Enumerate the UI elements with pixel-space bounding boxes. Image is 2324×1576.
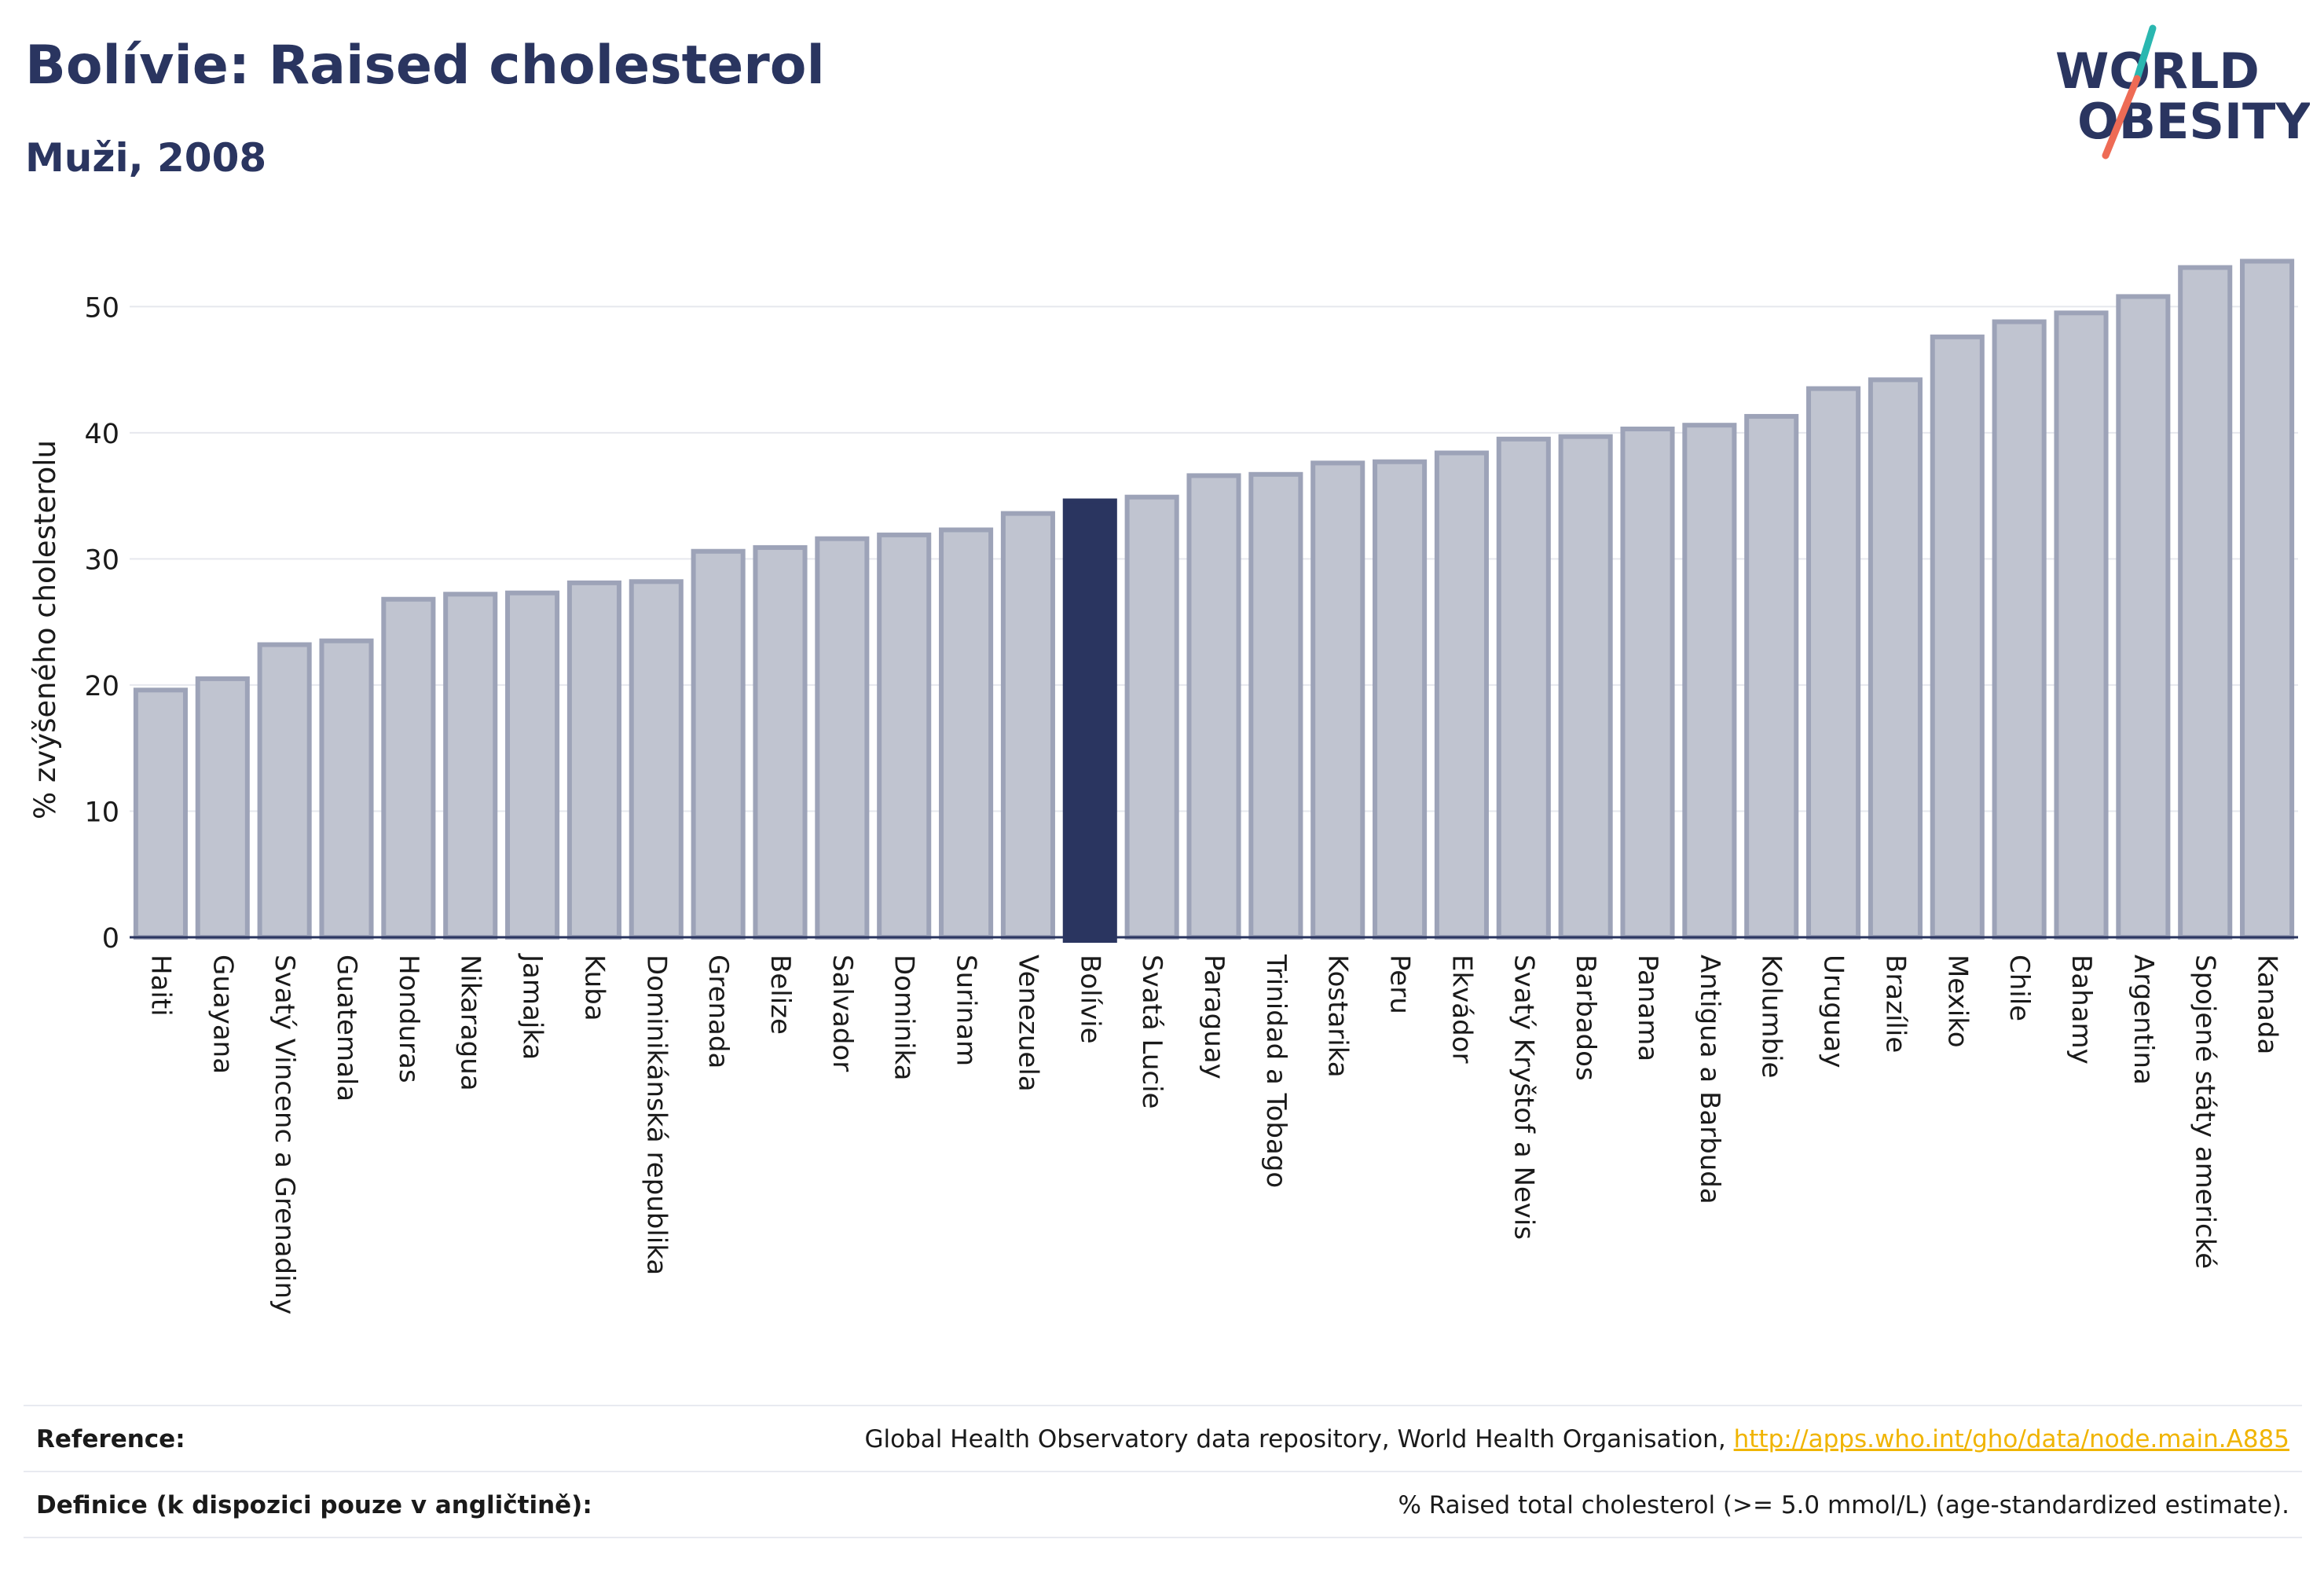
y-tick-label: 40 [84,419,119,450]
x-tick-label: Argentina [2128,955,2159,1085]
x-tick-label: Venezuela [1012,955,1043,1092]
bar[interactable] [1434,450,1489,940]
bar[interactable] [1682,423,1737,940]
bar[interactable] [1744,413,1799,940]
bar[interactable] [1558,434,1613,940]
x-tick-label: Haiti [145,955,176,1017]
x-tick-label: Dominika [889,955,920,1080]
x-tick-label: Peru [1384,955,1416,1014]
bar[interactable] [1868,377,1923,940]
bar[interactable] [2240,258,2295,940]
bar[interactable] [1930,334,1985,940]
bar[interactable] [319,638,374,940]
x-tick-label: Bahamy [2066,955,2097,1065]
reference-value: Global Health Observatory data repositor… [865,1425,2289,1453]
y-tick-labels: 0 10 20 30 40 50 [84,292,119,955]
x-tick-label: Bolívie [1074,955,1105,1044]
y-tick-label: 0 [102,923,119,955]
bar-chart: 0 10 20 30 40 50 Haiti Guayana Svatý Vincenc a … [28,258,2298,1314]
bar[interactable] [877,532,932,940]
x-tick-label: Svatý Kryštof a Nevis [1508,955,1539,1240]
x-tick-label: Salvador [827,955,858,1072]
x-tick-label: Nikaragua [455,955,486,1091]
bar[interactable] [381,596,436,940]
bar[interactable] [1248,471,1303,940]
y-tick-label: 30 [84,544,119,576]
bar[interactable] [939,527,994,940]
x-tick-label: Kostarika [1322,955,1354,1078]
x-tick-label: Brazílie [1879,955,1911,1053]
x-tick-label: Grenada [702,955,734,1068]
y-tick-label: 20 [84,671,119,702]
reference-text: Global Health Observatory data repositor… [864,1425,1734,1453]
bar[interactable] [1124,494,1179,940]
bar[interactable] [815,536,870,940]
bar[interactable] [257,642,312,940]
x-tick-label: Jamajka [517,953,548,1060]
x-tick-label: Dominikánská republika [640,955,672,1275]
bar[interactable] [1620,427,1675,940]
bar[interactable] [1310,460,1365,940]
x-tick-label: Trinidad a Tobago [1260,954,1292,1188]
x-tick-label: Spojené státy americké [2190,955,2221,1269]
y-tick-label: 10 [84,797,119,828]
x-tick-label: Kuba [578,955,610,1021]
x-tick-label: Ekvádor [1446,955,1477,1064]
bar[interactable] [2054,310,2109,940]
y-tick-label: 50 [84,292,119,324]
bar[interactable] [443,592,498,940]
x-tick-label: Kanada [2252,955,2283,1054]
bar[interactable] [195,676,250,940]
bar[interactable] [1806,386,1861,940]
x-tick-label: Belize [764,955,796,1035]
bar[interactable] [691,548,746,940]
bar[interactable] [1186,473,1241,940]
y-axis-label: % zvýšeného cholesterolu [28,440,62,819]
bar[interactable] [1062,498,1117,943]
x-tick-label: Paraguay [1198,955,1230,1079]
definition-row: Definice (k dispozici pouze v angličtině… [24,1471,2302,1538]
bar[interactable] [1000,511,1055,940]
chart-title: Bolívie: Raised cholesterol [25,35,825,97]
bar[interactable] [2116,294,2171,940]
x-tick-label: Svatý Vincenc a Grenadiny [269,955,300,1314]
logo-slash-coral [2102,75,2141,159]
footer: Reference: Global Health Observatory dat… [24,1405,2302,1538]
definition-value: % Raised total cholesterol (>= 5.0 mmol/… [1398,1491,2289,1519]
bar[interactable] [1496,436,1551,940]
logo-slash-teal [2133,24,2157,82]
x-tick-label: Guatemala [331,955,362,1101]
world-obesity-logo: WORLD OBESITY [2055,24,2310,159]
chart-subtitle: Muži, 2008 [25,135,267,181]
x-tick-label: Kolumbie [1756,955,1787,1078]
bar[interactable] [505,590,560,940]
x-tick-label: Guayana [207,955,238,1074]
x-tick-label: Antigua a Barbuda [1694,955,1725,1204]
definition-label: Definice (k dispozici pouze v angličtině… [36,1491,592,1519]
bar[interactable] [133,687,188,940]
x-tick-label: Panama [1632,955,1663,1061]
x-tick-label: Honduras [393,955,424,1083]
reference-link[interactable]: http://apps.who.int/gho/data/node.main.A… [1733,1425,2289,1453]
bar[interactable] [629,579,684,940]
bar[interactable] [1373,459,1428,940]
logo-word-world: WORLD [2055,42,2260,100]
x-tick-label: Uruguay [1818,955,1849,1068]
x-tick-label: Svatá Lucie [1136,955,1167,1109]
reference-row: Reference: Global Health Observatory dat… [24,1405,2302,1471]
x-tick-label: Surinam [951,955,982,1066]
x-tick-label: Mexiko [1941,955,1973,1048]
reference-label: Reference: [36,1425,185,1453]
bars [133,258,2295,943]
x-tick-label: Barbados [1570,955,1601,1081]
bar[interactable] [2178,265,2233,940]
bar[interactable] [1992,319,2047,940]
x-tick-label: Chile [2003,955,2035,1021]
x-tick-labels: Haiti Guayana Svatý Vincenc a Grenadiny Gua… [145,953,2282,1314]
bar[interactable] [753,544,808,940]
bar[interactable] [566,580,621,940]
